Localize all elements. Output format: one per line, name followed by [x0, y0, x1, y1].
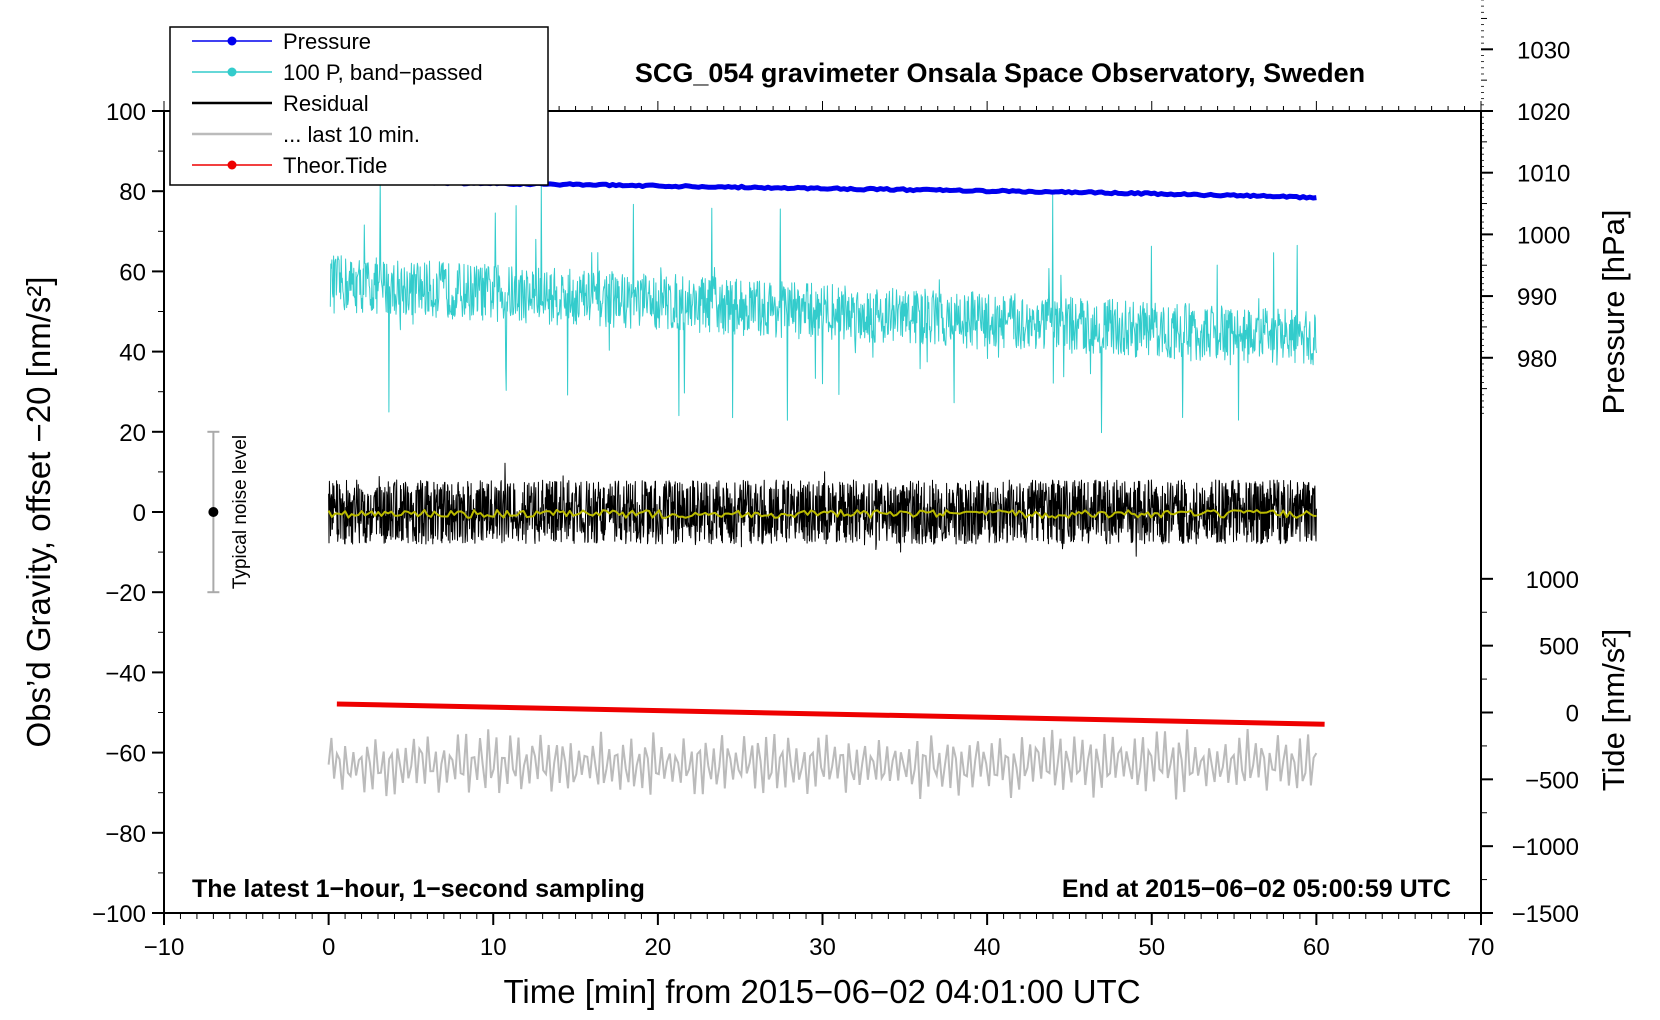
series-layer [207, 176, 1325, 800]
x-tick-label: 10 [480, 934, 507, 961]
legend-box [169, 26, 549, 186]
y-tick-label: 20 [119, 420, 146, 447]
pressure-tick-label: 1010 [1517, 161, 1570, 188]
y-tick-label: 40 [119, 340, 146, 367]
y-axis-label-pressure: Pressure [hPa] [1596, 209, 1631, 414]
legend-marker [227, 67, 237, 77]
y-tick-label: 100 [106, 99, 146, 126]
tide-tick-label: −500 [1525, 767, 1579, 794]
legend-label: Pressure [283, 29, 371, 54]
y-tick-label: −40 [105, 660, 146, 687]
legend-marker [227, 160, 237, 170]
bandpassed-pressure-line [329, 176, 1317, 434]
x-axis-label: Time [min] from 2015−06−02 04:01:00 UTC [503, 973, 1140, 1010]
tide-tick-label: −1500 [1512, 901, 1579, 928]
x-tick-label: 20 [645, 934, 672, 961]
annotation-bottom-right: End at 2015−06−02 05:00:59 UTC [1062, 875, 1451, 903]
last-10-min-line [327, 729, 1318, 800]
x-tick-label: 50 [1138, 934, 1165, 961]
y-tick-label: 80 [119, 179, 146, 206]
x-tick-label: 60 [1303, 934, 1330, 961]
y-axis-label-left: Obs’d Gravity, offset −20 [nm/s²] [20, 276, 57, 747]
y-tick-label: −100 [92, 901, 146, 928]
tide-tick-label: 0 [1566, 701, 1579, 728]
noise-level-label: Typical noise level [230, 435, 251, 589]
y-axis-label-tide: Tide [nm/s²] [1596, 629, 1631, 792]
annotation-bottom-left: The latest 1−hour, 1−second sampling [192, 875, 645, 903]
residual-line [328, 462, 1317, 557]
pressure-tick-label: 1020 [1517, 99, 1570, 126]
y-tick-label: 60 [119, 259, 146, 286]
legend-label: Theor.Tide [283, 153, 387, 178]
tide-tick-label: 1000 [1526, 567, 1579, 594]
y-tick-label: −80 [105, 821, 146, 848]
legend-label: Residual [283, 91, 369, 116]
pressure-tick-label: 1030 [1517, 37, 1570, 64]
x-tick-label: −10 [144, 934, 185, 961]
pressure-tick-label: 990 [1517, 284, 1557, 311]
axes: −10 0 10 20 30 40 50 60 70100806040200−20−40−60−… [92, 0, 1579, 961]
x-tick-label: 40 [974, 934, 1001, 961]
x-tick-label: 0 [322, 934, 335, 961]
y-tick-label: −20 [105, 580, 146, 607]
tide-tick-label: 500 [1539, 634, 1579, 661]
legend: Pressure 100 P, band−passed Residual ... la… [169, 26, 549, 186]
pressure-tick-label: 980 [1517, 346, 1557, 373]
theoretical-tide-line [336, 701, 1325, 727]
chart-title: SCG_054 gravimeter Onsala Space Observat… [635, 58, 1365, 88]
y-tick-label: 0 [133, 500, 146, 527]
pressure-tick-label: 1000 [1517, 222, 1570, 249]
residual-smoothed-line [327, 509, 1317, 519]
x-tick-label: 30 [809, 934, 836, 961]
legend-marker [227, 36, 237, 46]
legend-label: 100 P, band−passed [283, 60, 483, 85]
tide-tick-label: −1000 [1512, 834, 1579, 861]
legend-label: ... last 10 min. [283, 122, 420, 147]
x-tick-label: 70 [1468, 934, 1495, 961]
y-tick-label: −60 [105, 741, 146, 768]
noise-bar-center-dot [208, 507, 219, 517]
